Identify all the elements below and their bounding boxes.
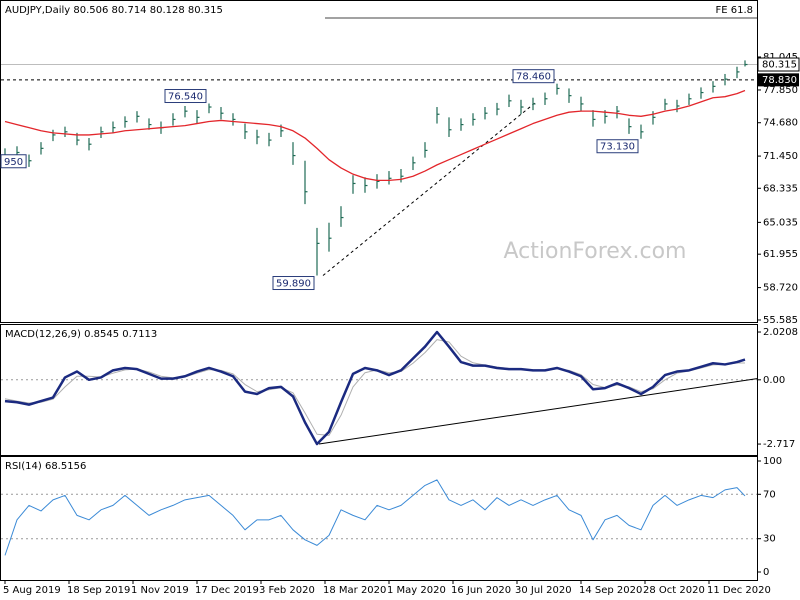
macd-line — [4, 330, 746, 446]
x-tick-label: 14 Sep 2020 — [579, 585, 642, 596]
annotation-box — [0, 154, 27, 169]
support-box — [758, 73, 799, 87]
y-tick-label: 58.720 — [763, 283, 798, 294]
x-tick-label: 17 Dec 2019 — [195, 585, 259, 596]
y-tick-label: 100 — [763, 456, 782, 467]
panel-title: RSI(14) 68.5156 — [5, 461, 86, 472]
x-tick-label: 3 Feb 2020 — [259, 585, 315, 596]
last-price-label: 80.315 — [762, 60, 797, 71]
annotation-label: 73.130 — [600, 142, 635, 153]
panel-title: MACD(12,26,9) 0.8545 0.7113 — [5, 329, 157, 340]
y-tick-label: 77.850 — [763, 85, 798, 96]
annotation-box — [164, 89, 207, 104]
y-tick-label: 30 — [763, 534, 776, 545]
x-tick-label: 11 Dec 2020 — [707, 585, 771, 596]
last-price-box — [757, 57, 800, 72]
panel-frame — [0, 456, 758, 581]
x-tick-label: 1 May 2020 — [387, 585, 446, 596]
annotation-label: 78.460 — [516, 72, 551, 83]
annotation-box — [596, 139, 639, 154]
y-tick-label: 61.955 — [763, 249, 798, 260]
x-tick-label: 28 Oct 2020 — [643, 585, 705, 596]
y-tick-label: 55.585 — [763, 315, 798, 326]
y-tick-label: 70 — [763, 489, 776, 500]
moving-average — [4, 89, 746, 182]
y-tick-label: -2.717 — [763, 439, 795, 450]
trendline — [318, 378, 758, 445]
y-tick-label: 68.335 — [763, 183, 798, 194]
x-tick-label: 18 Sep 2019 — [67, 585, 130, 596]
x-tick-label: 18 Mar 2020 — [323, 585, 386, 596]
y-tick-label: 65.035 — [763, 217, 798, 228]
y-tick-label: 74.680 — [763, 118, 798, 129]
rsi-line — [4, 479, 746, 556]
y-tick-label: 81.045 — [763, 52, 798, 63]
annotation-box — [512, 69, 555, 84]
y-tick-label: 0.00 — [763, 375, 785, 386]
y-tick-label: 71.450 — [763, 151, 798, 162]
watermark: ActionForex.com — [504, 239, 687, 264]
y-tick-label: 2.0208 — [763, 327, 798, 338]
annotation-label: 950 — [4, 157, 23, 168]
annotation-box — [272, 276, 315, 291]
y-tick-label: 0 — [763, 567, 769, 578]
support-label: 78.830 — [762, 75, 797, 86]
panel-title: AUDJPY,Daily 80.506 80.714 80.128 80.315 — [5, 5, 223, 16]
x-tick-label: 30 Jul 2020 — [515, 585, 572, 596]
panel-frame — [0, 324, 758, 456]
fe-label: FE 61.8 — [715, 5, 753, 16]
annotation-label: 59.890 — [276, 279, 311, 290]
x-tick-label: 1 Nov 2019 — [131, 585, 189, 596]
x-tick-label: 16 Jun 2020 — [451, 585, 511, 596]
x-tick-label: 5 Aug 2019 — [3, 585, 61, 596]
annotation-label: 76.540 — [168, 92, 203, 103]
